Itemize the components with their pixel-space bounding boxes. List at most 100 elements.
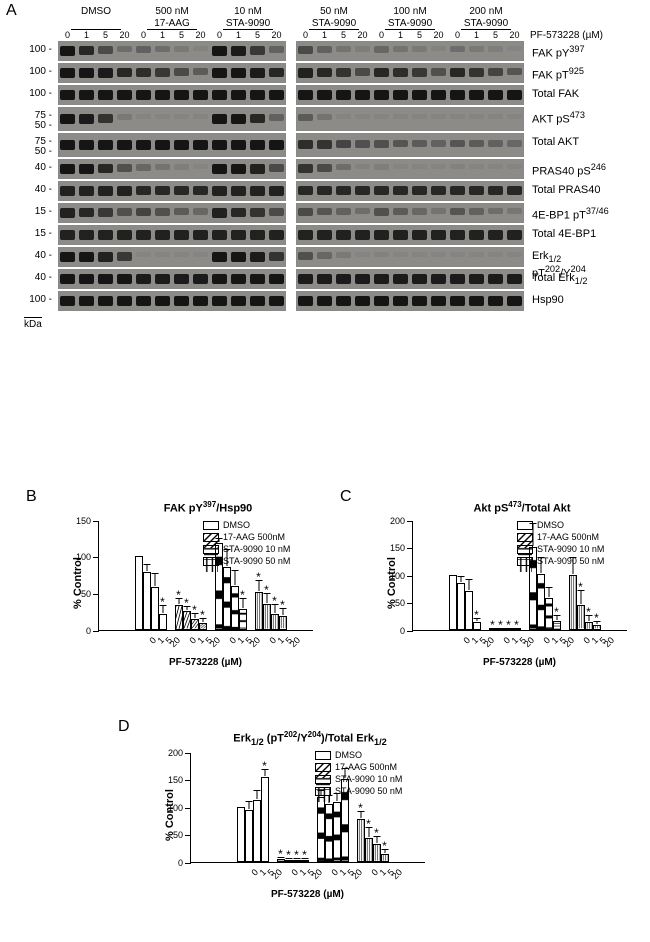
- band: [431, 230, 446, 240]
- band: [374, 46, 389, 53]
- band: [174, 274, 189, 284]
- significance-marker: *: [382, 839, 387, 853]
- band: [374, 274, 389, 284]
- band: [98, 90, 113, 100]
- band: [374, 114, 389, 119]
- band: [193, 68, 208, 75]
- band: [136, 186, 151, 195]
- band: [193, 164, 208, 169]
- mw-marker: 40: [18, 272, 52, 283]
- band: [374, 296, 389, 306]
- legend-item: DMSO: [517, 520, 604, 530]
- band: [269, 186, 284, 196]
- band: [193, 252, 208, 257]
- y-axis-label: % Control: [72, 557, 84, 609]
- significance-marker: *: [594, 611, 599, 625]
- significance-marker: *: [184, 596, 189, 610]
- band: [136, 296, 151, 306]
- band: [412, 164, 427, 169]
- band: [488, 186, 503, 195]
- blot-row: 100Hsp90: [18, 291, 618, 311]
- band: [298, 68, 313, 78]
- band: [317, 46, 332, 53]
- band: [250, 114, 265, 123]
- band: [98, 230, 113, 240]
- band: [231, 186, 246, 196]
- band: [155, 296, 170, 306]
- band: [450, 68, 465, 77]
- band: [193, 90, 208, 100]
- band: [117, 274, 132, 284]
- chart-title: Erk1/2 (pT202/Y204)/Total Erk1/2: [150, 730, 430, 747]
- significance-marker: *: [474, 608, 479, 622]
- blot-row: 40Total Erk1/2: [18, 269, 618, 289]
- band: [117, 90, 132, 100]
- significance-marker: *: [286, 848, 291, 862]
- band: [488, 164, 503, 169]
- band: [98, 252, 113, 262]
- band: [355, 230, 370, 240]
- band: [117, 252, 132, 261]
- band: [231, 90, 246, 100]
- band: [155, 46, 170, 52]
- panel-c-letter: C: [340, 488, 352, 506]
- chart-legend: DMSO17-AAG 500nMSTA-9090 10 nMSTA-9090 5…: [517, 520, 604, 568]
- chart-bar: [365, 838, 373, 862]
- band: [193, 230, 208, 240]
- band: [60, 68, 75, 78]
- band: [136, 230, 151, 240]
- band: [393, 114, 408, 119]
- band: [488, 208, 503, 214]
- band: [450, 90, 465, 100]
- band: [60, 252, 75, 262]
- band: [60, 164, 75, 174]
- band: [507, 274, 522, 284]
- band: [298, 274, 313, 284]
- band: [393, 68, 408, 77]
- band: [212, 90, 227, 100]
- legend-item: DMSO: [203, 520, 290, 530]
- band: [269, 90, 284, 100]
- band: [79, 46, 94, 55]
- kda-label: kDa: [24, 317, 42, 330]
- band: [393, 90, 408, 100]
- band: [298, 140, 313, 149]
- legend-label: DMSO: [537, 520, 564, 530]
- band: [79, 164, 94, 174]
- band: [155, 252, 170, 257]
- y-tick-label: 50: [81, 589, 99, 599]
- band: [298, 90, 313, 100]
- band: [250, 68, 265, 78]
- band: [117, 140, 132, 150]
- band: [374, 186, 389, 195]
- chart-bar: [577, 605, 585, 629]
- band: [136, 208, 151, 216]
- chart-bar: [261, 777, 269, 862]
- band: [117, 164, 132, 172]
- legend-label: STA-9090 10 nM: [335, 774, 402, 784]
- band: [488, 274, 503, 284]
- band: [450, 114, 465, 119]
- legend-label: DMSO: [335, 750, 362, 760]
- band: [393, 164, 408, 169]
- y-tick-label: 100: [390, 571, 413, 581]
- significance-marker: *: [262, 759, 267, 773]
- band: [317, 252, 332, 259]
- band: [60, 186, 75, 196]
- band: [117, 114, 132, 120]
- band: [250, 164, 265, 174]
- band: [469, 252, 484, 257]
- band: [431, 296, 446, 306]
- band: [298, 46, 313, 54]
- band: [355, 90, 370, 100]
- chart-bar: [545, 598, 553, 630]
- chart-bar: [457, 583, 465, 629]
- band: [79, 90, 94, 100]
- blot-row-label: Total FAK: [532, 88, 579, 100]
- band: [155, 164, 170, 170]
- chart-bar: [537, 574, 545, 630]
- band: [317, 296, 332, 306]
- y-tick-label: 0: [86, 626, 99, 636]
- band: [212, 164, 227, 174]
- band: [393, 274, 408, 284]
